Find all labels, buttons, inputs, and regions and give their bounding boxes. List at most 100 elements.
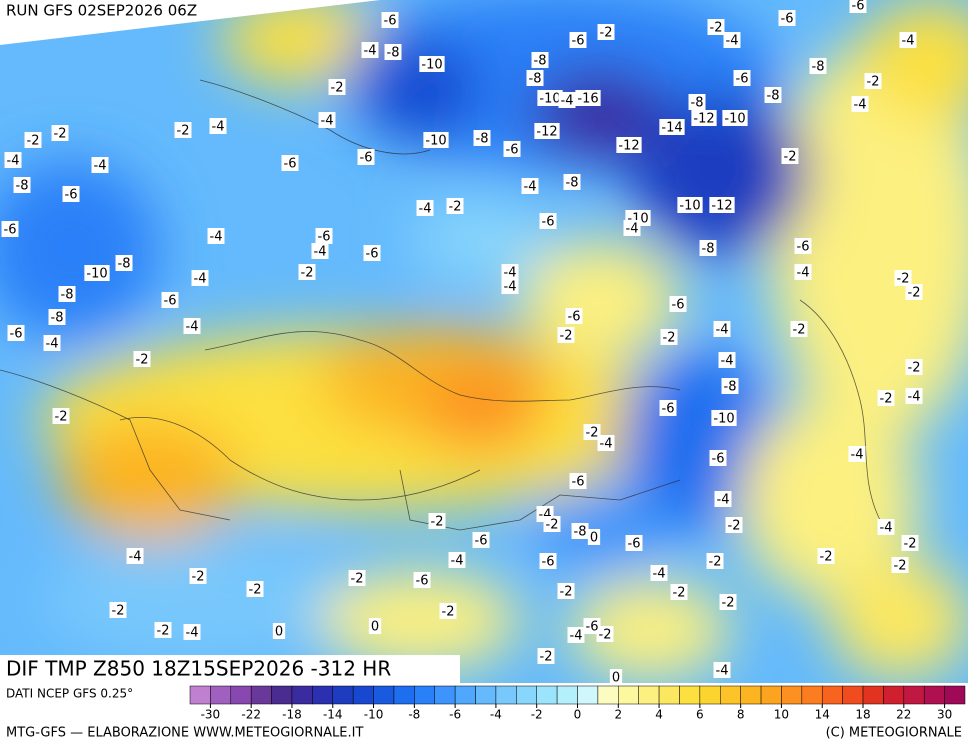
contour-label-text: -2	[784, 150, 797, 165]
contour-label-text: -2	[894, 559, 907, 574]
contour-label-text: -8	[691, 96, 704, 111]
contour-label-box	[625, 535, 643, 551]
map-field	[0, 0, 968, 683]
contour-label-box	[133, 351, 151, 367]
contour-label-text: -8	[767, 89, 780, 104]
contour-label-text: -4	[504, 266, 517, 281]
contour-label-box	[583, 618, 601, 634]
contour-label-text: -4	[902, 34, 915, 49]
contour-label: -12	[534, 123, 560, 140]
contour-label: -4	[183, 624, 201, 641]
contour-label-text: -6	[572, 475, 585, 490]
colorbar-swatch	[862, 685, 884, 705]
contour-label-box	[901, 535, 919, 551]
contour-label-text: -14	[661, 121, 682, 136]
contour-label-text: -4	[717, 493, 730, 508]
contour-label-box	[587, 529, 601, 545]
contour-label-text: -2	[722, 596, 735, 611]
contour-labels: -6-4 -8-2-6-2-4-6-6-4-10 -8-8-10 -4 -16-6-8-…	[1, 0, 923, 686]
contour-label: -8	[58, 286, 76, 303]
contour-label-box	[569, 473, 587, 489]
contour-label-text: -6	[10, 327, 23, 342]
contour-label-text: -6	[542, 555, 555, 570]
contour-label: -4	[714, 491, 732, 508]
contour-label-text: -4	[716, 664, 729, 679]
contour-label: -6	[381, 12, 399, 29]
contour-label-text: -2	[663, 331, 676, 346]
contour-label-text: -2	[442, 605, 455, 620]
contour-label: -10	[84, 265, 110, 282]
contour-label: -8	[384, 44, 402, 61]
colorbar-tick-label: 4	[655, 708, 663, 722]
colorbar-swatch	[658, 685, 680, 705]
contour-label-text: -2	[560, 585, 573, 600]
contour-label-box	[565, 308, 583, 324]
contour-label-text: 0	[612, 671, 620, 686]
contour-label: -4	[361, 42, 379, 59]
colorbar-tick-label: 30	[937, 708, 952, 722]
colorbar-tick-label: -18	[282, 708, 302, 722]
contour-label: -2	[596, 626, 614, 643]
contour-label: -8	[809, 58, 827, 75]
contour-label: -6	[363, 245, 381, 262]
contour-label-text: -4	[364, 44, 377, 59]
contour-label-box	[183, 318, 201, 334]
contour-label-text: -8	[118, 257, 131, 272]
colorbar-tick-label: 18	[855, 708, 870, 722]
contour-label-box	[52, 408, 70, 424]
colorbar-swatch	[679, 685, 701, 705]
contour-label-text: -2	[449, 200, 462, 215]
contour-label-box	[534, 123, 560, 139]
contour-label: -2	[428, 513, 446, 530]
contour-label: -8	[473, 130, 491, 147]
contour-label-text: -8	[529, 72, 542, 87]
contour-label: -6	[794, 238, 812, 255]
contour-label-box	[357, 149, 375, 165]
contour-label-text: -2	[331, 81, 344, 96]
contour-label-text: -2	[710, 21, 723, 36]
contour-label-text: -10	[713, 412, 734, 427]
colorbar-tick-label: -2	[531, 708, 543, 722]
contour-label-text: -4	[626, 222, 639, 237]
contour-label-box	[281, 155, 299, 171]
contour-label-box	[328, 79, 346, 95]
contour-label-text: -10	[679, 199, 700, 214]
contour-label-box	[659, 119, 685, 135]
contour-label-text: -8	[51, 311, 64, 326]
contour-label-box	[363, 245, 381, 261]
contour-label: -4	[521, 178, 539, 195]
colorbar-swatch	[393, 685, 415, 705]
contour-label: -2	[543, 516, 561, 533]
colorbar-tick-label: -14	[323, 708, 343, 722]
contour-label-text: -4	[129, 550, 142, 565]
contour-label-text: -10	[425, 134, 446, 149]
contour-label: -2	[894, 270, 912, 287]
contour-label-text: -2	[908, 286, 921, 301]
contour-label: -12	[616, 137, 642, 154]
contour-label-text: -2	[586, 426, 599, 441]
contour-label: -2	[109, 602, 127, 619]
contour-label: -6	[472, 532, 490, 549]
colorbar-tick-label: 8	[737, 708, 745, 722]
contour-label: -2	[51, 125, 69, 142]
contour-label: -2	[174, 122, 192, 139]
contour-label-box	[571, 523, 589, 539]
contour-label: -8	[115, 255, 133, 272]
contour-label-box	[472, 532, 490, 548]
colorbar-swatch	[516, 685, 537, 705]
contour-label-text: -6	[284, 157, 297, 172]
contour-label: -2	[298, 264, 316, 281]
contour-label-text: -2	[546, 518, 559, 533]
contour-label: -6	[357, 149, 375, 166]
contour-label-text: -4	[561, 94, 574, 109]
contour-label-box	[623, 220, 641, 236]
data-source: DATI NCEP GFS 0.25°	[6, 687, 133, 701]
contour-label: 0	[609, 669, 623, 686]
colorbar-tick-label: 14	[815, 708, 830, 722]
contour-label-box	[575, 90, 601, 106]
contour-label: -6	[709, 450, 727, 467]
contour-label-text: -8	[724, 380, 737, 395]
contour-label-box	[174, 122, 192, 138]
contour-label-box	[91, 157, 109, 173]
contour-label-box	[361, 42, 379, 58]
